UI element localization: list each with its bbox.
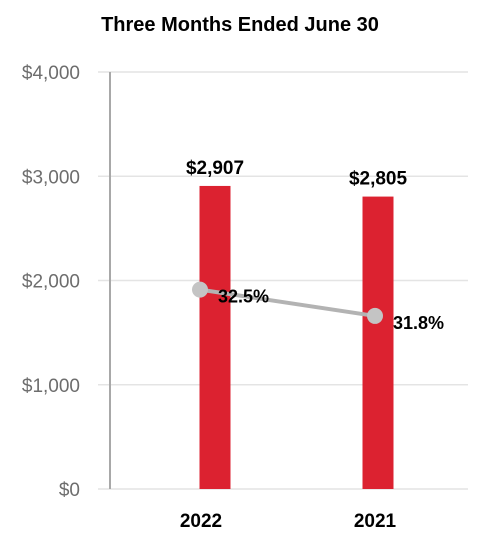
- bar-2021: [362, 196, 394, 490]
- bar-value-label: $2,805: [349, 169, 408, 190]
- percent-marker-2022: [192, 281, 208, 298]
- y-tick-label: $2,000: [22, 272, 80, 293]
- y-axis-tick-labels: $0 $1,000 $2,000 $3,000 $4,000: [22, 63, 80, 501]
- y-tick-label: $4,000: [22, 63, 80, 84]
- percent-line-path: [199, 287, 376, 318]
- y-tick-label: $3,000: [22, 167, 80, 188]
- percent-line: [192, 281, 383, 324]
- y-tick-label: $1,000: [22, 376, 80, 397]
- percent-value-label: 32.5%: [218, 287, 269, 307]
- data-labels: $2,907 $2,805 32.5% 31.8%: [186, 158, 444, 333]
- gridlines: [98, 71, 468, 490]
- x-axis-tick-labels: 2022 2021: [180, 511, 397, 532]
- x-tick-label: 2021: [354, 511, 397, 532]
- percent-value-label: 31.8%: [393, 313, 444, 333]
- bar-2022: [199, 185, 231, 489]
- y-tick-label: $0: [59, 480, 80, 501]
- percent-marker-2021: [367, 307, 383, 324]
- bar-value-label: $2,907: [186, 158, 244, 179]
- x-tick-label: 2022: [180, 511, 222, 532]
- bars: [199, 185, 394, 490]
- chart-title: Three Months Ended June 30: [101, 14, 379, 36]
